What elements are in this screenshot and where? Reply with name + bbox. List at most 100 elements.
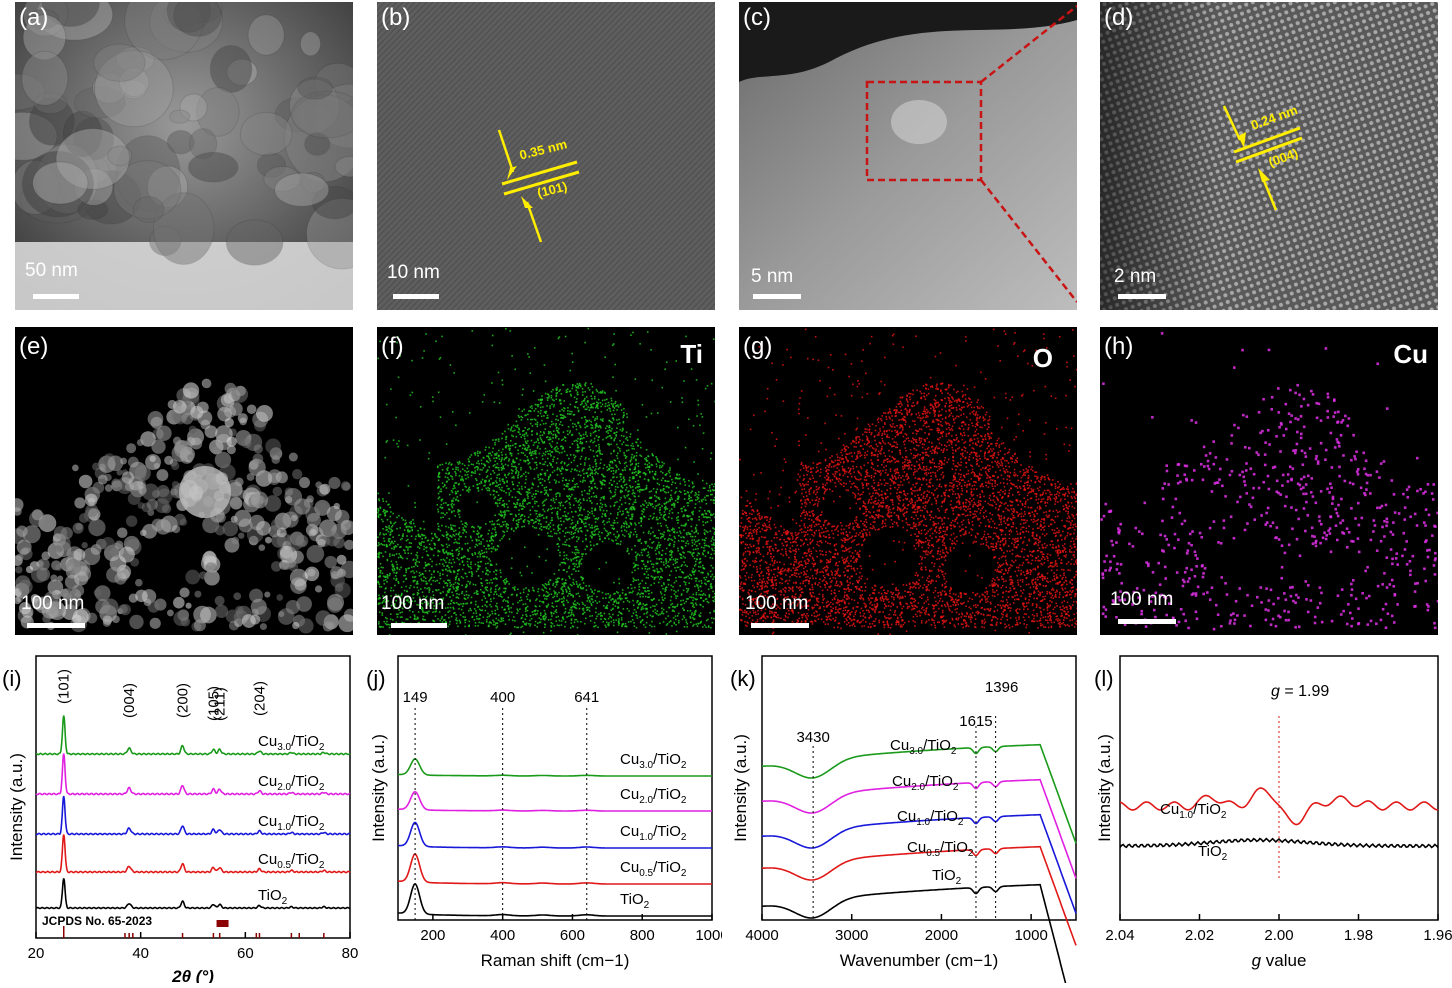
series-label: Cu1.0/TiO2 bbox=[258, 813, 325, 833]
panel-label: (b) bbox=[381, 4, 410, 32]
panel-label: (j) bbox=[366, 666, 386, 691]
series-label: TiO2 bbox=[932, 867, 962, 887]
x-tick-label: 600 bbox=[560, 927, 585, 944]
series-label: Cu3.0/TiO2 bbox=[620, 751, 687, 771]
plot-j-raman: 200 400 600 800 1000 Raman shift (cm−1) Intens… bbox=[362, 648, 722, 983]
panel-g-eds-o: (g) O 100 nm bbox=[739, 327, 1077, 635]
o-map-dots bbox=[739, 327, 1077, 635]
peak-label: 1396 bbox=[985, 679, 1018, 696]
series-label: Cu1.0/TiO2 bbox=[1160, 801, 1227, 821]
ti-map-dots bbox=[377, 327, 715, 635]
series-label: Cu2.0/TiO2 bbox=[892, 773, 959, 793]
hkl-label: (211) bbox=[212, 687, 229, 721]
element-label: Cu bbox=[1393, 339, 1428, 370]
x-axis-label: Wavenumber (cm−1) bbox=[840, 951, 999, 970]
element-label: O bbox=[1033, 343, 1053, 374]
panel-e-haadf: (e) 100 nm bbox=[15, 327, 353, 635]
peak-label: 400 bbox=[490, 689, 515, 706]
x-tick-label: 1.96 bbox=[1423, 927, 1452, 944]
x-tick-label: 1000 bbox=[1014, 927, 1047, 944]
x-tick-label: 2000 bbox=[925, 927, 958, 944]
x-tick-label: 40 bbox=[132, 945, 149, 962]
hkl-label: (004) bbox=[121, 683, 138, 718]
series-label: Cu3.0/TiO2 bbox=[258, 733, 325, 753]
x-tick-label: 4000 bbox=[745, 927, 778, 944]
x-tick-label: 2.00 bbox=[1264, 927, 1293, 944]
series-label: Cu1.0/TiO2 bbox=[620, 823, 687, 843]
panel-label: (i) bbox=[2, 666, 22, 691]
panel-label: (h) bbox=[1104, 333, 1133, 361]
x-tick-label: 400 bbox=[490, 927, 515, 944]
scale-bar-label: 100 nm bbox=[745, 593, 808, 615]
panel-b-hrtem: (b) 0.35 nm (101) 10 nm bbox=[377, 2, 715, 310]
panel-label: (k) bbox=[730, 666, 756, 691]
panel-label: (g) bbox=[743, 333, 772, 361]
series-label: Cu1.0/TiO2 bbox=[897, 808, 964, 828]
panel-a-tem: (a) 50 nm bbox=[15, 2, 353, 310]
peak-label: 1615 bbox=[959, 713, 992, 730]
panel-label: (c) bbox=[743, 4, 771, 32]
panel-label: (e) bbox=[19, 333, 48, 361]
series-label: Cu2.0/TiO2 bbox=[620, 786, 687, 806]
x-axis-label: Raman shift (cm−1) bbox=[481, 951, 630, 970]
y-axis-label: Intensity (a.u.) bbox=[7, 753, 26, 861]
scale-bar bbox=[1118, 294, 1166, 299]
panel-c-haadf: (c) 5 nm bbox=[739, 2, 1077, 310]
ftir-series-line bbox=[762, 780, 1076, 879]
g-value-annotation: g = 1.99 bbox=[1271, 683, 1329, 700]
reference-label: JCPDS No. 65-2023 bbox=[42, 914, 152, 928]
x-tick-label: 1000 bbox=[695, 927, 722, 944]
peak-label: 3430 bbox=[796, 729, 829, 746]
x-tick-label: 2.04 bbox=[1105, 927, 1134, 944]
scale-bar-label: 2 nm bbox=[1114, 266, 1156, 288]
ftir-series-line bbox=[762, 815, 1076, 914]
raman-series-line bbox=[398, 884, 712, 916]
hkl-label: (200) bbox=[175, 683, 192, 718]
x-tick-label: 80 bbox=[342, 945, 359, 962]
panel-label: (l) bbox=[1094, 666, 1114, 691]
scale-bar bbox=[1118, 619, 1176, 624]
series-label: TiO2 bbox=[258, 887, 288, 907]
scale-bar bbox=[391, 623, 447, 628]
x-tick-label: 3000 bbox=[835, 927, 868, 944]
x-tick-label: 1.98 bbox=[1344, 927, 1373, 944]
scale-bar bbox=[33, 294, 79, 299]
scale-bar bbox=[751, 623, 809, 628]
y-axis-label: Intensity (a.u.) bbox=[1095, 734, 1114, 842]
scale-bar-label: 5 nm bbox=[751, 266, 793, 288]
particle-cluster bbox=[15, 327, 353, 635]
scale-bar-label: 10 nm bbox=[387, 262, 440, 284]
hkl-label: (101) bbox=[56, 669, 73, 704]
panel-d-hrtem: (d) 0.24 nm (004) 2 nm bbox=[1100, 2, 1438, 310]
element-label: Ti bbox=[680, 339, 703, 370]
hkl-label: (204) bbox=[251, 681, 268, 716]
panel-label: (d) bbox=[1104, 4, 1133, 32]
series-label: Cu3.0/TiO2 bbox=[890, 737, 957, 757]
haadf-texture bbox=[739, 2, 1077, 310]
plot-k-ftir: 4000 3000 2000 1000 Wavenumber (cm−1) Intensi… bbox=[726, 648, 1086, 983]
scale-bar-label: 100 nm bbox=[1110, 589, 1173, 611]
xrd-series-line bbox=[36, 878, 350, 908]
panel-label: (f) bbox=[381, 333, 404, 361]
x-axis-label: 2θ (°) bbox=[171, 967, 214, 983]
x-tick-label: 800 bbox=[630, 927, 655, 944]
scale-bar bbox=[753, 294, 801, 299]
y-axis-label: Intensity (a.u.) bbox=[369, 734, 388, 842]
series-label: TiO2 bbox=[620, 891, 650, 911]
x-axis-label: g value bbox=[1252, 951, 1307, 970]
y-axis-label: Intensity (a.u.) bbox=[731, 734, 750, 842]
peak-label: 641 bbox=[574, 689, 599, 706]
scale-bar-label: 100 nm bbox=[381, 593, 444, 615]
scale-bar-label: 50 nm bbox=[25, 260, 78, 282]
series-label: Cu2.0/TiO2 bbox=[258, 773, 325, 793]
panel-f-eds-ti: (f) Ti 100 nm bbox=[377, 327, 715, 635]
x-tick-label: 60 bbox=[237, 945, 254, 962]
series-label: Cu0.5/TiO2 bbox=[258, 851, 325, 871]
series-label: TiO2 bbox=[1198, 843, 1228, 863]
x-tick-label: 200 bbox=[420, 927, 445, 944]
scale-bar-label: 100 nm bbox=[21, 593, 84, 615]
reference-marker bbox=[217, 920, 229, 927]
peak-label: 149 bbox=[403, 689, 428, 706]
